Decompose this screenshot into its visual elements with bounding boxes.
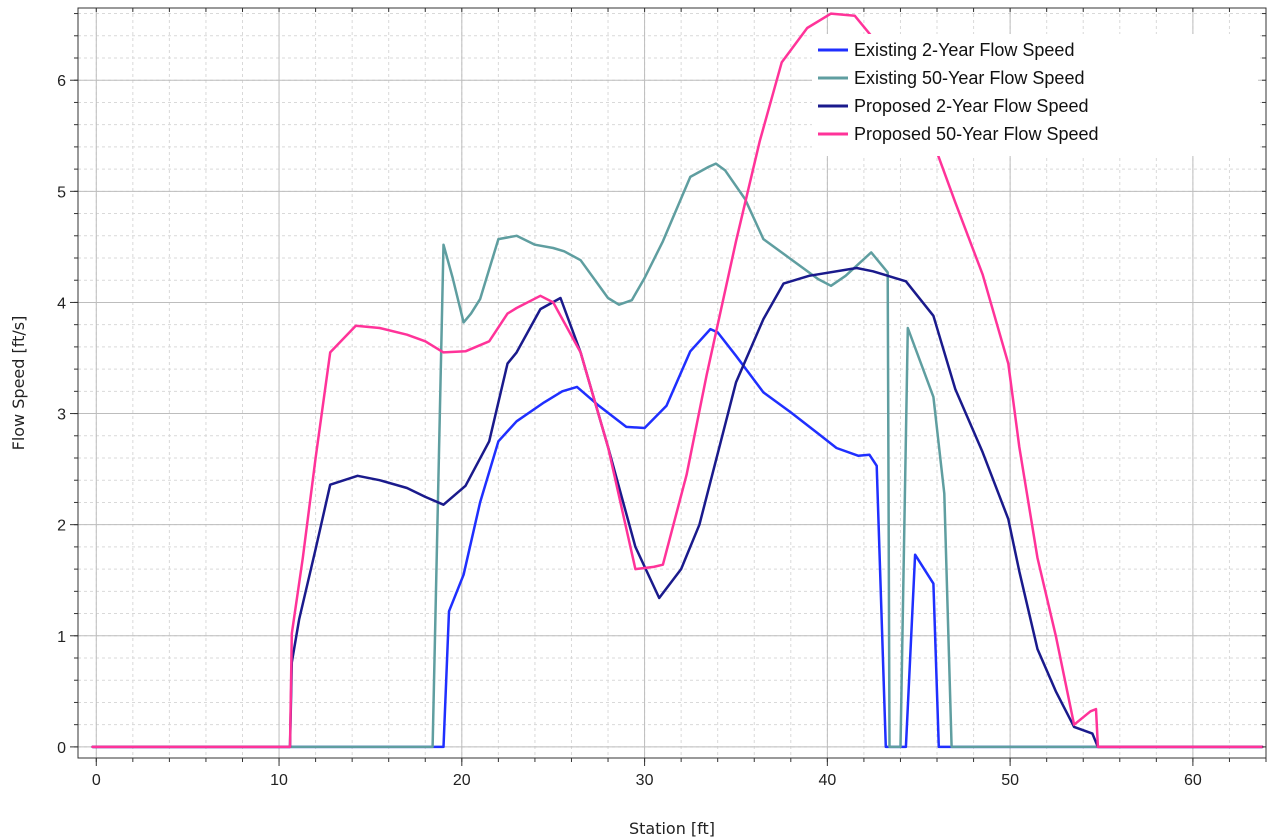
- legend-label-3: Proposed 2-Year Flow Speed: [854, 96, 1088, 116]
- x-tick-label: 0: [92, 772, 101, 789]
- series-line-1: [91, 327, 1264, 749]
- x-tick-label: 60: [1184, 772, 1202, 789]
- series-layer: [91, 12, 1264, 749]
- series-line-3: [91, 266, 1264, 749]
- x-tick-label: 20: [453, 772, 471, 789]
- x-axis: 0 10 20 30 40 50 60: [92, 8, 1267, 789]
- y-tick-label: 3: [57, 407, 66, 424]
- series-line-4: [91, 12, 1264, 749]
- legend-label-4: Proposed 50-Year Flow Speed: [854, 124, 1099, 144]
- y-tick-label: 1: [57, 629, 66, 646]
- legend-box: [812, 34, 1258, 156]
- x-tick-label: 10: [270, 772, 288, 789]
- legend: Existing 2-Year Flow Speed Existing 50-Ye…: [812, 34, 1258, 156]
- legend-label-2: Existing 50-Year Flow Speed: [854, 68, 1084, 88]
- y-tick-label: 5: [57, 184, 66, 201]
- x-tick-label: 50: [1001, 772, 1019, 789]
- series-line-2: [91, 162, 1264, 749]
- plot-frame: [77, 7, 1267, 759]
- legend-label-1: Existing 2-Year Flow Speed: [854, 40, 1074, 60]
- y-axis-title: Flow Speed [ft/s]: [9, 316, 28, 451]
- y-axis: 0 1 2 3 4 5 6: [57, 13, 1266, 757]
- y-tick-label: 2: [57, 518, 66, 535]
- x-tick-label: 30: [636, 772, 654, 789]
- y-tick-label: 6: [57, 73, 66, 90]
- x-axis-title: Station [ft]: [629, 819, 715, 838]
- y-tick-label: 0: [57, 740, 66, 757]
- x-tick-label: 40: [818, 772, 836, 789]
- y-tick-label: 4: [57, 295, 66, 312]
